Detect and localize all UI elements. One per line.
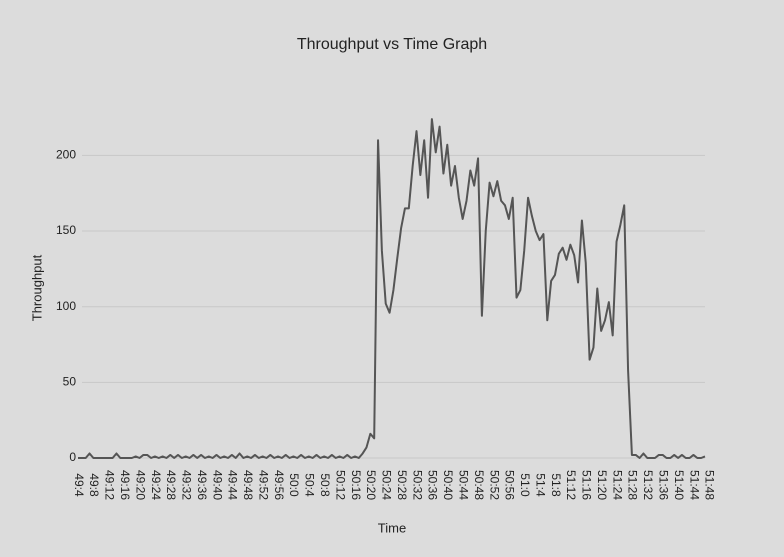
y-tick-label: 150 [56,223,76,237]
chart-title: Throughput vs Time Graph [297,36,487,53]
x-tick-label: 51:24 [610,470,624,500]
x-tick-label: 51:40 [672,470,686,500]
x-tick-label: 49:52 [256,470,270,500]
x-tick-label: 49:8 [87,473,101,497]
y-tick-label: 200 [56,148,76,162]
x-tick-label: 49:12 [103,470,117,500]
x-tick-label: 51:16 [580,470,594,500]
y-axis-label: Throughput [29,254,44,321]
x-tick-label: 51:8 [549,473,563,497]
x-tick-label: 51:0 [518,473,532,497]
x-tick-label: 51:44 [687,470,701,500]
data-line [78,118,706,459]
x-tick-label: 49:28 [164,470,178,500]
x-tick-label: 49:40 [210,470,224,500]
x-tick-label: 49:32 [180,470,194,500]
x-tick-label: 49:48 [241,470,255,500]
y-tick-label: 0 [69,450,76,464]
x-tick-label: 49:44 [226,470,240,500]
x-tick-label: 49:56 [272,470,286,500]
x-tick-label: 51:12 [564,470,578,500]
x-tick-label: 49:20 [133,470,147,500]
x-tick-label: 49:36 [195,470,209,500]
x-tick-label: 50:0 [287,473,301,497]
x-tick-label: 51:32 [641,470,655,500]
x-tick-label: 50:44 [456,470,470,500]
x-tick-label: 50:48 [472,470,486,500]
x-tick-label: 50:8 [318,473,332,497]
x-tick-label: 50:52 [487,470,501,500]
x-axis-label: Time [378,520,406,535]
x-tick-label: 51:4 [533,473,547,497]
y-tick-label: 100 [56,299,76,313]
x-tick-label: 51:48 [703,470,717,500]
x-tick-label: 49:16 [118,470,132,500]
y-tick-label: 50 [63,375,77,389]
x-tick-label: 49:4 [72,473,86,497]
x-tick-label: 50:36 [426,470,440,500]
x-tick-label: 50:20 [364,470,378,500]
x-tick-label: 49:24 [149,470,163,500]
x-tick-label: 50:56 [503,470,517,500]
x-tick-label: 50:16 [349,470,363,500]
x-tick-label: 50:4 [303,473,317,497]
x-tick-label: 50:32 [410,470,424,500]
x-tick-label: 51:20 [595,470,609,500]
x-tick-label: 51:28 [626,470,640,500]
x-tick-label: 50:12 [333,470,347,500]
x-tick-label: 50:40 [441,470,455,500]
x-tick-label: 50:24 [380,470,394,500]
x-tick-label: 50:28 [395,470,409,500]
x-tick-label: 51:36 [657,470,671,500]
